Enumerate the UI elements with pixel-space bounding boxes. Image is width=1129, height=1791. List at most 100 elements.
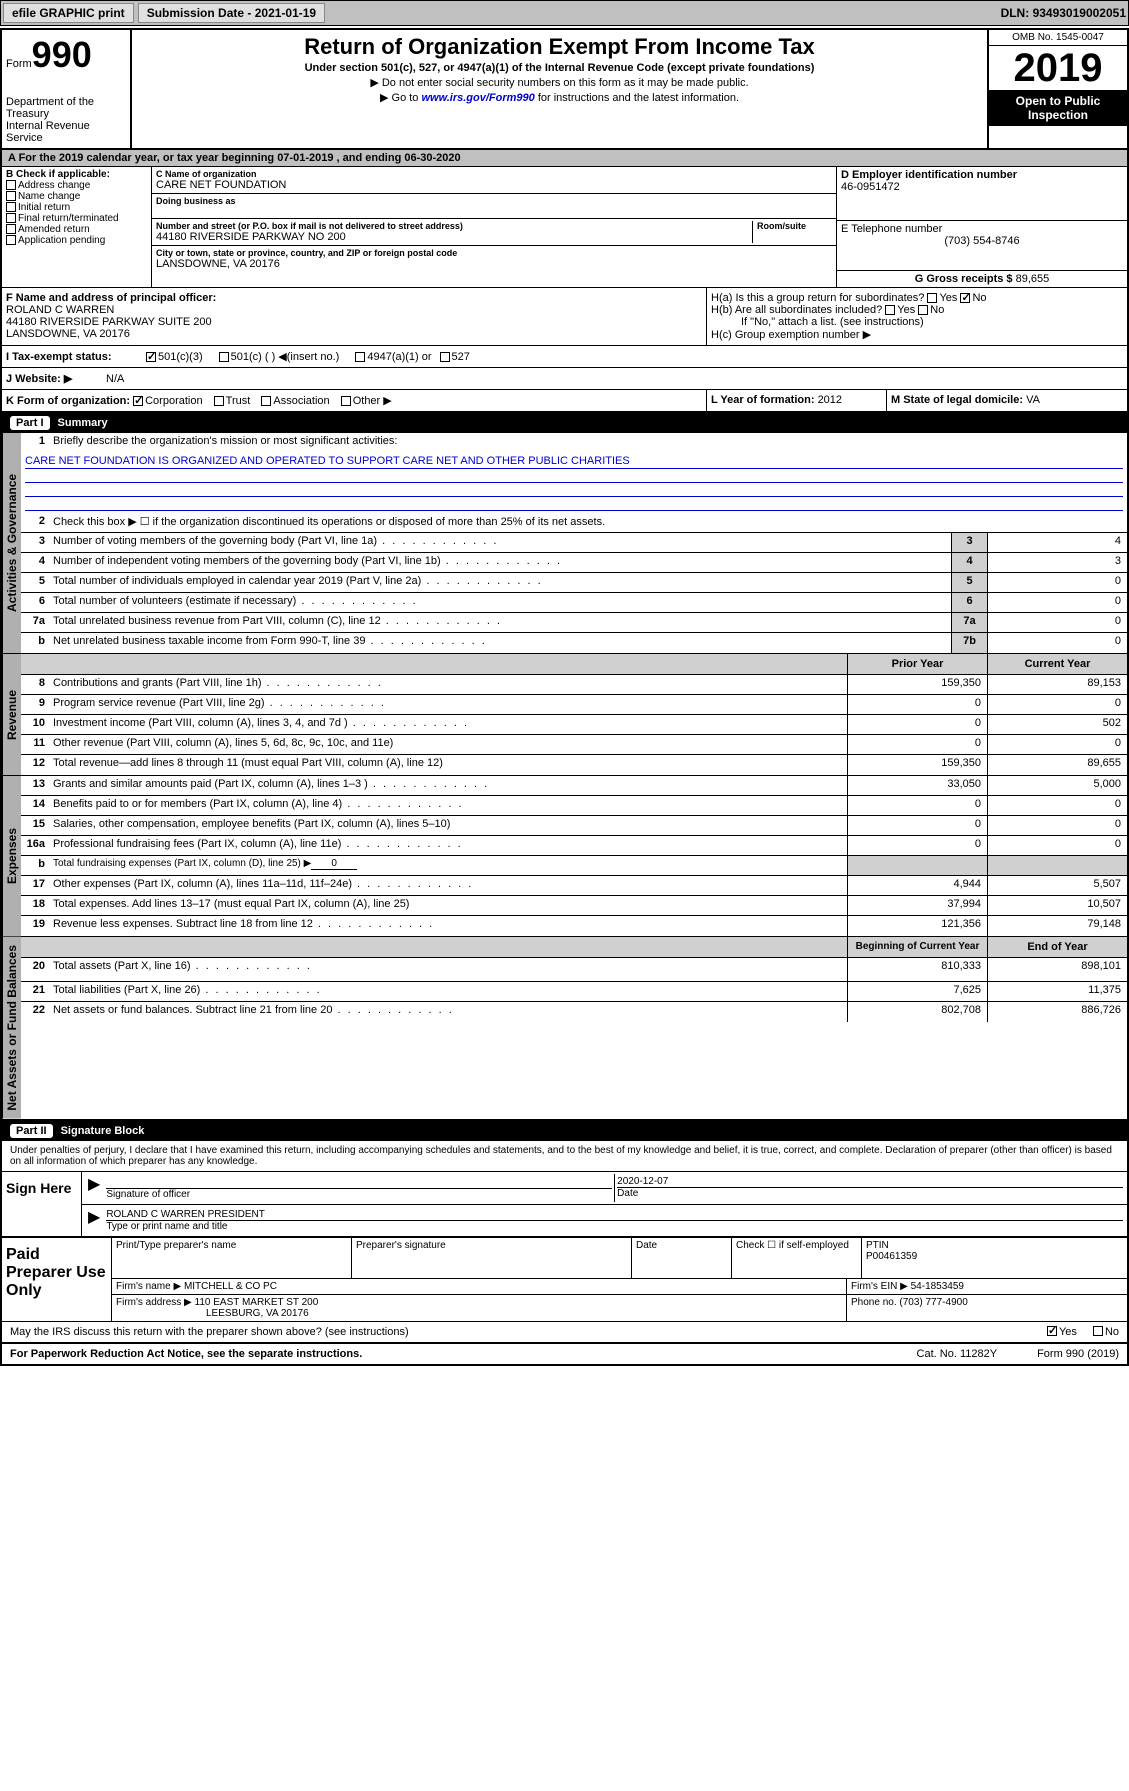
addr-cell: Number and street (or P.O. box if mail i…	[152, 219, 836, 246]
prior-year-header: Prior Year	[847, 654, 987, 674]
line-19-text: Revenue less expenses. Subtract line 18 …	[49, 916, 847, 936]
line-12-curr: 89,655	[987, 755, 1127, 775]
checkbox-icon[interactable]	[219, 352, 229, 362]
checkbox-icon[interactable]	[1093, 1326, 1103, 1336]
part-1-title: Summary	[58, 417, 108, 429]
line-18-curr: 10,507	[987, 896, 1127, 915]
ptin-cell: PTINP00461359	[862, 1238, 1127, 1278]
checkbox-checked-icon[interactable]	[133, 396, 143, 406]
line-3-val: 4	[987, 533, 1127, 552]
line-18-prior: 37,994	[847, 896, 987, 915]
line-4-num: 4	[21, 553, 49, 572]
sig-officer-cell: Signature of officer	[104, 1174, 615, 1202]
line-18-text: Total expenses. Add lines 13–17 (must eq…	[49, 896, 847, 915]
gross-receipts-cell: G Gross receipts $ 89,655	[837, 271, 1127, 287]
firm-name: MITCHELL & CO PC	[184, 1281, 277, 1292]
year-formation: 2012	[818, 394, 842, 406]
ptin-label: PTIN	[866, 1240, 1123, 1251]
line-4-val: 3	[987, 553, 1127, 572]
checkbox-icon[interactable]	[6, 202, 16, 212]
line-9-curr: 0	[987, 695, 1127, 714]
checkbox-icon[interactable]	[927, 293, 937, 303]
sign-here-label: Sign Here	[2, 1172, 82, 1236]
checkbox-icon[interactable]	[6, 235, 16, 245]
checkbox-icon[interactable]	[6, 191, 16, 201]
line-2-num: 2	[21, 513, 49, 532]
checkbox-icon[interactable]	[355, 352, 365, 362]
signature-declaration: Under penalties of perjury, I declare th…	[2, 1141, 1127, 1171]
paid-row-1: Print/Type preparer's name Preparer's si…	[112, 1238, 1127, 1279]
line-20-text: Total assets (Part X, line 16)	[49, 958, 847, 981]
checkbox-icon[interactable]	[6, 213, 16, 223]
mission-label: Briefly describe the organization's miss…	[53, 435, 1123, 447]
trust-label: Trust	[226, 395, 251, 407]
city-cell: City or town, state or province, country…	[152, 246, 836, 272]
line-8-curr: 89,153	[987, 675, 1127, 694]
period-row: A For the 2019 calendar year, or tax yea…	[2, 150, 1127, 167]
line-13-text: Grants and similar amounts paid (Part IX…	[49, 776, 847, 795]
instr2-post: for instructions and the latest informat…	[535, 92, 739, 104]
line-10-text: Investment income (Part VIII, column (A)…	[49, 715, 847, 734]
line-22-num: 22	[21, 1002, 49, 1022]
domicile-label: M State of legal domicile:	[891, 394, 1026, 406]
line-6-text: Total number of volunteers (estimate if …	[49, 593, 951, 612]
officer-label: F Name and address of principal officer:	[6, 292, 702, 304]
sign-fields: ▶ Signature of officer 2020-12-07Date ▶ …	[82, 1172, 1127, 1236]
checkbox-checked-icon[interactable]	[960, 293, 970, 303]
l16b-pre: Total fundraising expenses (Part IX, col…	[53, 858, 311, 869]
submission-date-button[interactable]: Submission Date - 2021-01-19	[138, 3, 325, 23]
revenue-sidebar: Revenue	[2, 654, 21, 775]
open-to-public: Open to Public Inspection	[989, 90, 1127, 126]
irs-link[interactable]: www.irs.gov/Form990	[421, 92, 534, 104]
checkbox-icon[interactable]	[885, 305, 895, 315]
checkbox-icon[interactable]	[6, 224, 16, 234]
row-m: M State of legal domicile: VA	[887, 390, 1127, 411]
netassets-sidebar: Net Assets or Fund Balances	[2, 937, 21, 1119]
efile-button[interactable]: efile GRAPHIC print	[3, 3, 134, 23]
ptin-value: P00461359	[866, 1251, 1123, 1262]
netassets-section: Net Assets or Fund Balances Beginning of…	[2, 937, 1127, 1121]
city-value: LANSDOWNE, VA 20176	[156, 258, 832, 270]
website-value: N/A	[106, 373, 124, 385]
line-12-text: Total revenue—add lines 8 through 11 (mu…	[49, 755, 847, 775]
name-label: C Name of organization	[156, 169, 832, 179]
governance-section: Activities & Governance 1 Briefly descri…	[2, 433, 1127, 654]
no-label: No	[1105, 1326, 1119, 1338]
checkbox-checked-icon[interactable]	[1047, 1326, 1057, 1336]
line-22-prior: 802,708	[847, 1002, 987, 1022]
hb-note: If "No," attach a list. (see instruction…	[711, 316, 1123, 328]
org-name-cell: C Name of organization CARE NET FOUNDATI…	[152, 167, 836, 194]
checkbox-icon[interactable]	[261, 396, 271, 406]
date-label: Date	[617, 1187, 1123, 1199]
line-7a-text: Total unrelated business revenue from Pa…	[49, 613, 951, 632]
revenue-section: Revenue Prior YearCurrent Year 8Contribu…	[2, 654, 1127, 776]
netassets-content: Beginning of Current YearEnd of Year 20T…	[21, 937, 1127, 1119]
opt-final-return: Final return/terminated	[6, 213, 147, 224]
dln-label: DLN:	[1001, 6, 1033, 20]
expenses-sidebar: Expenses	[2, 776, 21, 936]
checkbox-icon[interactable]	[341, 396, 351, 406]
line-6-val: 0	[987, 593, 1127, 612]
dba-cell: Doing business as	[152, 194, 836, 219]
h-b: H(b) Are all subordinates included? Yes …	[711, 304, 1123, 316]
firm-addr-label: Firm's address ▶	[116, 1297, 192, 1308]
officer-addr: 44180 RIVERSIDE PARKWAY SUITE 200 LANSDO…	[6, 316, 702, 340]
revenue-content: Prior YearCurrent Year 8Contributions an…	[21, 654, 1127, 775]
line-4-box: 4	[951, 553, 987, 572]
line-1-text: Briefly describe the organization's miss…	[49, 433, 1127, 453]
firm-city: LEESBURG, VA 20176	[116, 1308, 842, 1319]
opt-initial-return: Initial return	[6, 202, 147, 213]
footer-row: For Paperwork Reduction Act Notice, see …	[2, 1342, 1127, 1364]
checkbox-icon[interactable]	[214, 396, 224, 406]
officer-name-title: ROLAND C WARREN PRESIDENT	[106, 1209, 1123, 1220]
checkbox-icon[interactable]	[440, 352, 450, 362]
checkbox-icon[interactable]	[918, 305, 928, 315]
checkbox-icon[interactable]	[6, 180, 16, 190]
line-16a-num: 16a	[21, 836, 49, 855]
org-name: CARE NET FOUNDATION	[156, 179, 832, 191]
no-label: No	[930, 304, 944, 316]
begin-year-header: Beginning of Current Year	[847, 937, 987, 957]
yes-label: Yes	[939, 292, 957, 304]
checkbox-checked-icon[interactable]	[146, 352, 156, 362]
arrow-icon: ▶	[84, 1174, 104, 1202]
